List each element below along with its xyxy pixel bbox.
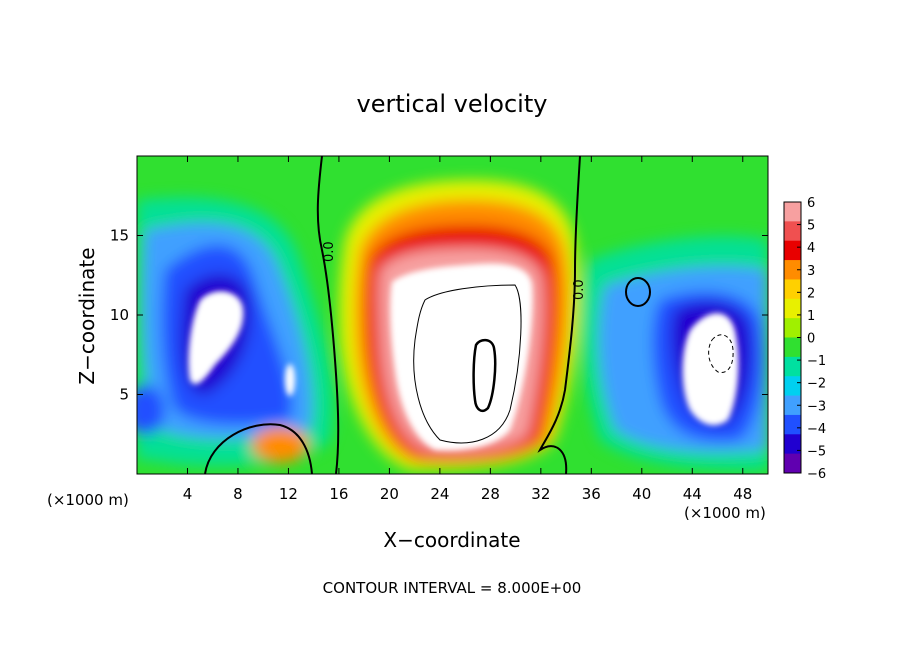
colorbar-tick-label: −5 <box>807 444 826 459</box>
right-closed-contour <box>625 277 651 307</box>
colorbar-tick-label: −1 <box>807 354 826 369</box>
x-unit-left: (×1000 m) <box>47 491 129 509</box>
colorbar-tick-label: −3 <box>807 399 826 414</box>
y-tick-label: 5 <box>119 386 129 404</box>
x-tick-label: 44 <box>683 485 702 503</box>
left-surface-blue-patch <box>137 385 165 435</box>
colorbar-swatch <box>784 298 801 319</box>
x-unit-right: (×1000 m) <box>684 504 766 522</box>
updraft-core-white <box>390 263 533 451</box>
x-tick-label: 4 <box>183 485 193 503</box>
colorbar-tick-label: 0 <box>807 332 815 347</box>
colorbar-tick-label: 2 <box>807 286 815 301</box>
x-tick-label: 24 <box>430 485 449 503</box>
colorbar-swatch <box>784 376 801 397</box>
x-tick-label: 16 <box>329 485 348 503</box>
zero-contour-lower-left <box>204 423 313 474</box>
colorbar-swatch <box>784 279 801 300</box>
colorbar-tick-label: −2 <box>807 377 826 392</box>
colorbar-swatch <box>784 434 801 455</box>
x-axis-label: X−coordinate <box>383 528 520 552</box>
y-tick-label: 15 <box>110 227 129 245</box>
contour-label-left: 0.0 <box>322 241 337 262</box>
colorbar-tick-label: 4 <box>807 241 815 256</box>
x-tick-label: 32 <box>531 485 550 503</box>
y-axis-ticks: 5 10 15 <box>110 227 768 404</box>
colorbar-swatch <box>784 414 801 435</box>
colorbar-swatch <box>784 202 801 222</box>
colorbar-swatch <box>784 453 801 474</box>
colorbar-tick-label: −4 <box>807 422 826 437</box>
right-downdraft-core-white <box>682 313 739 426</box>
x-tick-label: 20 <box>380 485 399 503</box>
colorbar-swatch <box>784 337 801 358</box>
x-tick-label: 36 <box>582 485 601 503</box>
colorbar-swatch <box>784 318 801 338</box>
colorbar-swatch <box>784 240 801 261</box>
colorbar-tick-label: −6 <box>807 467 826 482</box>
updraft-core-contour <box>472 338 497 412</box>
y-axis-label: Z−coordinate <box>75 247 99 384</box>
colorbar-swatch <box>784 356 801 377</box>
x-axis-ticks: 4 8 12 16 20 24 28 32 36 40 44 48 <box>183 156 752 503</box>
chart-title: vertical velocity <box>357 90 548 118</box>
colorbar-tick-label: 1 <box>807 309 815 324</box>
updraft-inner-contour <box>413 284 522 444</box>
x-tick-label: 12 <box>279 485 298 503</box>
x-tick-label: 48 <box>733 485 752 503</box>
colorbar-swatch <box>784 395 801 416</box>
y-tick-label: 10 <box>110 306 129 324</box>
x-tick-label: 40 <box>632 485 651 503</box>
lower-left-updraft-blob <box>252 427 308 463</box>
colorbar-tick-label: 3 <box>807 264 815 279</box>
zero-contour-right <box>537 156 581 474</box>
contour-interval-footer: CONTOUR INTERVAL = 8.000E+00 <box>323 579 582 597</box>
contour-label-right: 0.0 <box>572 279 587 300</box>
x-tick-label: 8 <box>233 485 243 503</box>
colorbar-tick-label: 6 <box>807 196 815 211</box>
zero-contour-left <box>316 156 340 474</box>
colorbar: 6 5 4 3 2 1 0 −1 −2 −3 −4 −5 −6 <box>783 196 826 482</box>
colorbar-swatch <box>784 260 801 280</box>
plot-area: 0.0 0.0 <box>137 156 768 474</box>
x-tick-label: 28 <box>481 485 500 503</box>
right-downdraft-dashed-contour <box>708 334 734 374</box>
colorbar-tick-label: 5 <box>807 219 815 234</box>
colorbar-swatch <box>784 221 801 242</box>
left-downdraft-core-white <box>188 291 244 385</box>
small-downdraft-core <box>285 364 295 396</box>
